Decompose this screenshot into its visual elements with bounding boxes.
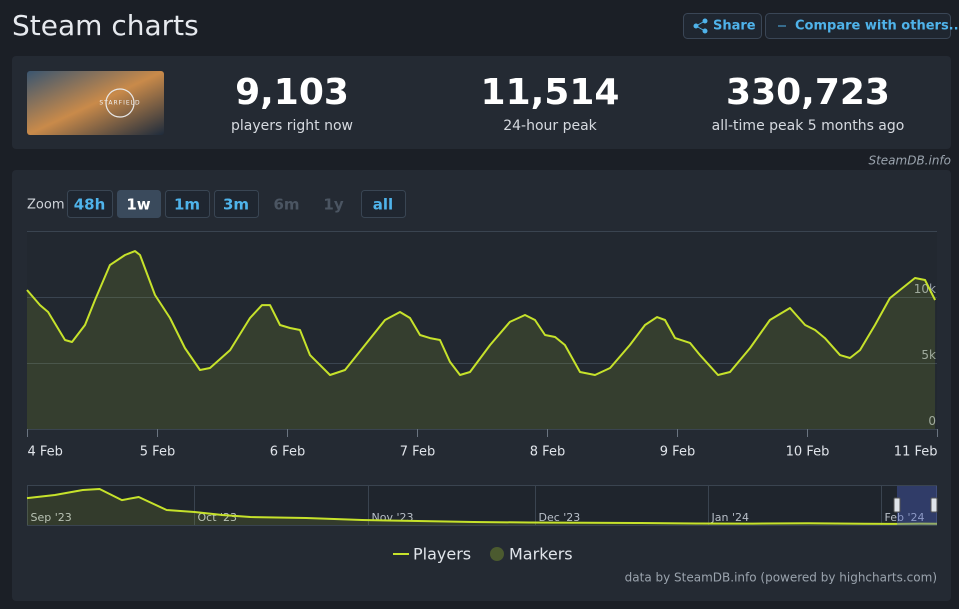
x-tick-label: 10 Feb bbox=[786, 445, 830, 460]
share-icon bbox=[693, 18, 708, 34]
navigator-label: Jan '24 bbox=[711, 511, 749, 524]
stat-label: 24-hour peak bbox=[503, 118, 597, 134]
zoom-option[interactable]: 3m bbox=[223, 196, 249, 214]
series-line bbox=[26, 250, 936, 376]
logo-ring bbox=[105, 88, 135, 118]
navigator bbox=[27, 485, 937, 526]
zoom-button[interactable] bbox=[214, 190, 259, 218]
stat-label: all-time peak 5 months ago bbox=[712, 118, 905, 134]
navigator-label: Sep '23 bbox=[31, 511, 72, 524]
stat-label: players right now bbox=[231, 118, 353, 134]
stat-value: 11,514 bbox=[481, 72, 620, 113]
zoom-button[interactable] bbox=[67, 190, 113, 218]
navigator-handle[interactable] bbox=[930, 497, 938, 513]
navigator-line bbox=[26, 488, 938, 525]
navigator-label: Dec '23 bbox=[539, 511, 581, 524]
stat-value: 330,723 bbox=[726, 72, 890, 113]
game-logo: STARFIELD bbox=[99, 100, 140, 107]
zoom-label: Zoom bbox=[27, 198, 64, 213]
x-tick-label: 4 Feb bbox=[28, 445, 63, 460]
stats-panel bbox=[12, 56, 951, 149]
compare-button[interactable] bbox=[765, 13, 951, 39]
zoom-option[interactable]: 1w bbox=[126, 196, 150, 214]
navigator-selection[interactable] bbox=[897, 486, 937, 525]
zoom-option[interactable]: all bbox=[373, 196, 393, 214]
navigator-label: Feb '24 bbox=[885, 511, 925, 524]
x-tick-label: 5 Feb bbox=[140, 445, 175, 460]
x-tick-label: 6 Feb bbox=[270, 445, 305, 460]
share-label[interactable]: Share bbox=[713, 19, 756, 34]
navigator-line-area bbox=[27, 489, 937, 525]
compare-icon bbox=[778, 25, 786, 27]
source-label: SteamDB.info bbox=[868, 154, 951, 168]
zoom-option[interactable]: 48h bbox=[74, 196, 106, 214]
zoom-button[interactable] bbox=[361, 190, 406, 218]
navigator-handle[interactable] bbox=[893, 497, 901, 513]
legend-swatch bbox=[490, 547, 504, 561]
zoom-option: 1y bbox=[323, 196, 343, 214]
y-tick-label: 0 bbox=[928, 414, 936, 428]
stat-value: 9,103 bbox=[235, 72, 349, 113]
page-title: Steam charts bbox=[12, 9, 199, 42]
series-line-area bbox=[27, 251, 936, 429]
zoom-option[interactable]: 1m bbox=[174, 196, 200, 214]
x-tick-label: 8 Feb bbox=[530, 445, 565, 460]
zoom-option: 6m bbox=[273, 196, 299, 214]
x-tick-label: 7 Feb bbox=[400, 445, 435, 460]
legend-label[interactable]: Markers bbox=[509, 545, 573, 564]
zoom-button[interactable] bbox=[165, 190, 210, 218]
x-tick-label: 9 Feb bbox=[660, 445, 695, 460]
x-tick-label: 11 Feb bbox=[894, 445, 938, 460]
legend-label[interactable]: Players bbox=[413, 545, 471, 564]
game-image[interactable] bbox=[27, 71, 164, 135]
plot-area bbox=[27, 231, 937, 429]
zoom-button[interactable] bbox=[117, 190, 161, 218]
compare-label[interactable]: Compare with others... bbox=[795, 19, 959, 34]
y-tick-label: 5k bbox=[921, 348, 936, 362]
credit: data by SteamDB.info (powered by highcha… bbox=[625, 571, 937, 585]
